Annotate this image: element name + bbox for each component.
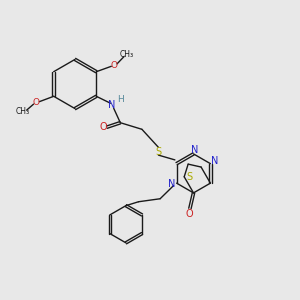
Text: S: S (186, 172, 192, 182)
Text: S: S (155, 147, 161, 157)
Text: O: O (99, 122, 107, 132)
Text: O: O (111, 61, 118, 70)
Text: CH₃: CH₃ (16, 107, 30, 116)
Text: N: N (168, 179, 176, 189)
Text: N: N (191, 145, 199, 155)
Text: N: N (211, 156, 218, 166)
Text: O: O (33, 98, 40, 107)
Text: N: N (108, 100, 116, 110)
Text: CH₃: CH₃ (119, 50, 134, 59)
Text: H: H (117, 95, 124, 104)
Text: O: O (186, 208, 194, 219)
